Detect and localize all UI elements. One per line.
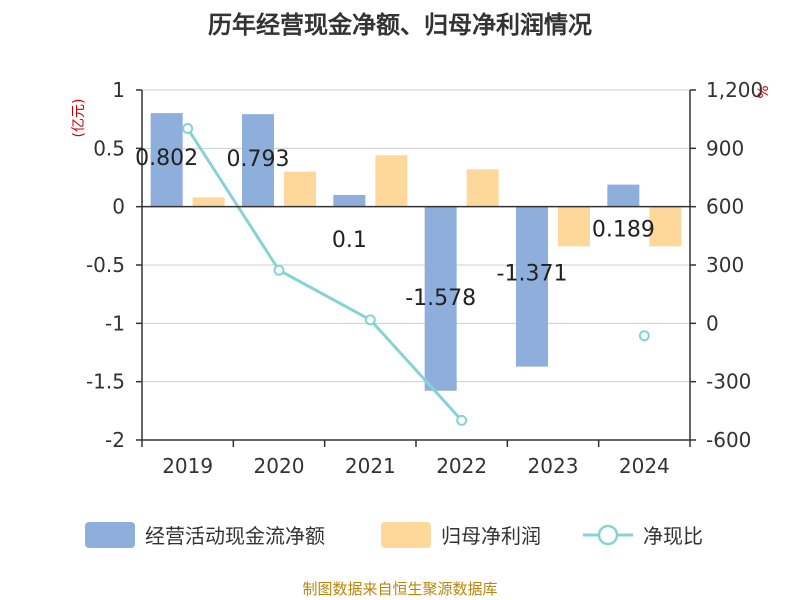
right-tick-label: 300	[706, 253, 744, 277]
right-tick-label: -300	[706, 370, 751, 394]
bar-profit	[375, 155, 408, 207]
bar-cashflow	[333, 195, 366, 207]
source-note: 制图数据来自恒生聚源数据库	[302, 580, 497, 598]
bar-profit	[192, 197, 225, 207]
chart-title: 历年经营现金净额、归母净利润情况	[208, 11, 592, 39]
x-tick-label: 2021	[345, 454, 396, 478]
line-series	[182, 123, 650, 426]
left-tick-label: 1	[112, 78, 125, 102]
legend: 经营活动现金流净额 归母净利润 净现比	[85, 522, 703, 548]
data-label-cashflow: 0.793	[227, 147, 290, 172]
bars	[150, 113, 682, 391]
right-axis-unit: %	[756, 85, 772, 98]
data-label-cashflow: 0.802	[135, 146, 198, 171]
x-tick-label: 2023	[528, 454, 579, 478]
x-tick-label: 2024	[619, 454, 670, 478]
x-tick-label: 2020	[254, 454, 305, 478]
point-ratio	[456, 414, 468, 426]
data-label-cashflow: 0.1	[332, 228, 367, 253]
x-tick-label: 2019	[162, 454, 213, 478]
bar-cashflow	[516, 206, 548, 367]
x-tick-label: 2022	[436, 454, 487, 478]
data-label-cashflow: 0.189	[592, 218, 655, 243]
bar-cashflow	[607, 184, 640, 207]
right-tick-label: 900	[706, 136, 744, 160]
legend-label-profit: 归母净利润	[441, 524, 541, 548]
right-tick-label: -600	[706, 428, 751, 452]
point-ratio	[364, 314, 376, 326]
left-tick-label: -1	[105, 311, 125, 335]
legend-swatch-profit	[381, 522, 431, 548]
bar-profit	[558, 206, 590, 247]
right-tick-label: 1,200	[706, 78, 763, 102]
left-tick-label: -2	[105, 428, 125, 452]
data-label-cashflow: -1.371	[497, 262, 568, 287]
left-tick-label: 0.5	[93, 136, 125, 160]
left-axis-unit: (亿元)	[71, 99, 87, 138]
point-ratio	[182, 123, 194, 134]
data-label-cashflow: -1.578	[405, 286, 476, 311]
point-ratio	[638, 330, 650, 342]
point-ratio	[273, 264, 285, 276]
legend-swatch-cashflow	[85, 522, 135, 548]
right-tick-label: 0	[706, 311, 719, 335]
line-ratio	[186, 127, 463, 422]
gridlines	[142, 89, 690, 441]
bar-cashflow	[242, 114, 274, 207]
bar-profit	[466, 169, 499, 207]
axes: 1 1,200 0.5 900 0 600 -0.5 300 -1 0 -1.5 -300 -2 -600…	[86, 78, 763, 478]
legend-label-cashflow: 经营活动现金流净额	[145, 524, 325, 548]
right-tick-label: 600	[706, 195, 744, 219]
left-tick-label: 0	[112, 195, 125, 219]
bar-cashflow	[150, 113, 183, 207]
legend-label-ratio: 净现比	[643, 524, 703, 548]
bar-profit	[649, 206, 682, 247]
data-labels: 0.802 0.793 0.1 -1.578 -1.371 0.189	[135, 146, 655, 311]
left-tick-label: -0.5	[86, 253, 125, 277]
bar-profit	[284, 171, 316, 207]
legend-marker-ratio	[597, 524, 619, 546]
bar-cashflow	[424, 206, 457, 391]
left-tick-label: -1.5	[86, 370, 125, 394]
